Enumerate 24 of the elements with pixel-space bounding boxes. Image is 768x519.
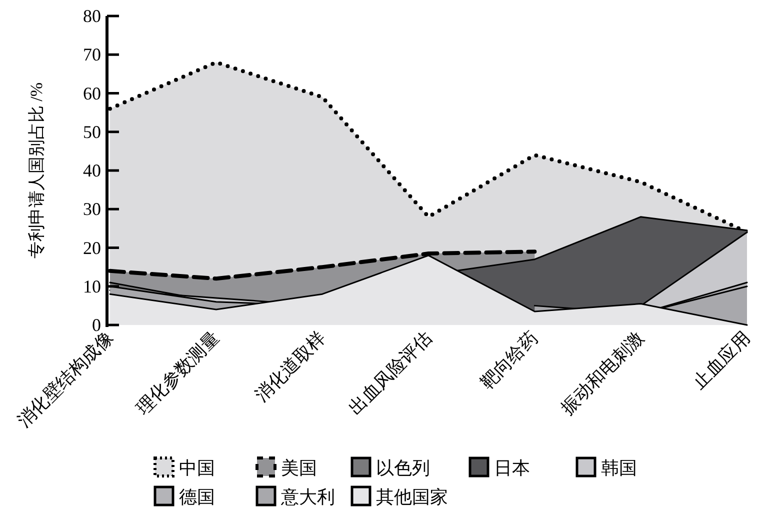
legend-label: 美国 [281,458,317,478]
legend-label: 韩国 [601,458,637,478]
legend-label: 意大利 [280,487,335,507]
x-tick-label: 止血应用 [688,328,754,393]
legend-label: 日本 [494,458,530,478]
y-tick-label: 80 [83,6,101,26]
legend-label: 其他国家 [376,487,448,507]
x-tick-label: 出血风险评估 [344,328,436,418]
y-tick-label: 30 [83,199,101,220]
y-tick-label: 70 [83,44,101,65]
y-tick-label: 50 [83,122,101,142]
y-tick-label: 0 [92,315,101,335]
x-tick-label: 理化参数测量 [132,328,223,418]
x-tick-label: 振动和电刺激 [557,328,648,418]
x-tick-label: 消化道取样 [251,328,330,406]
legend-label: 中国 [179,458,215,478]
x-tick-label: 靶向给药 [476,328,542,393]
y-tick-label: 10 [83,276,101,296]
y-axis-title: 专利申请人国别占比 /% [27,82,46,259]
y-tick-label: 20 [83,238,101,258]
y-tick-label: 60 [83,83,101,104]
legend-label: 以色列 [376,458,430,478]
legend-label: 德国 [179,487,215,507]
y-tick-label: 40 [83,160,101,180]
